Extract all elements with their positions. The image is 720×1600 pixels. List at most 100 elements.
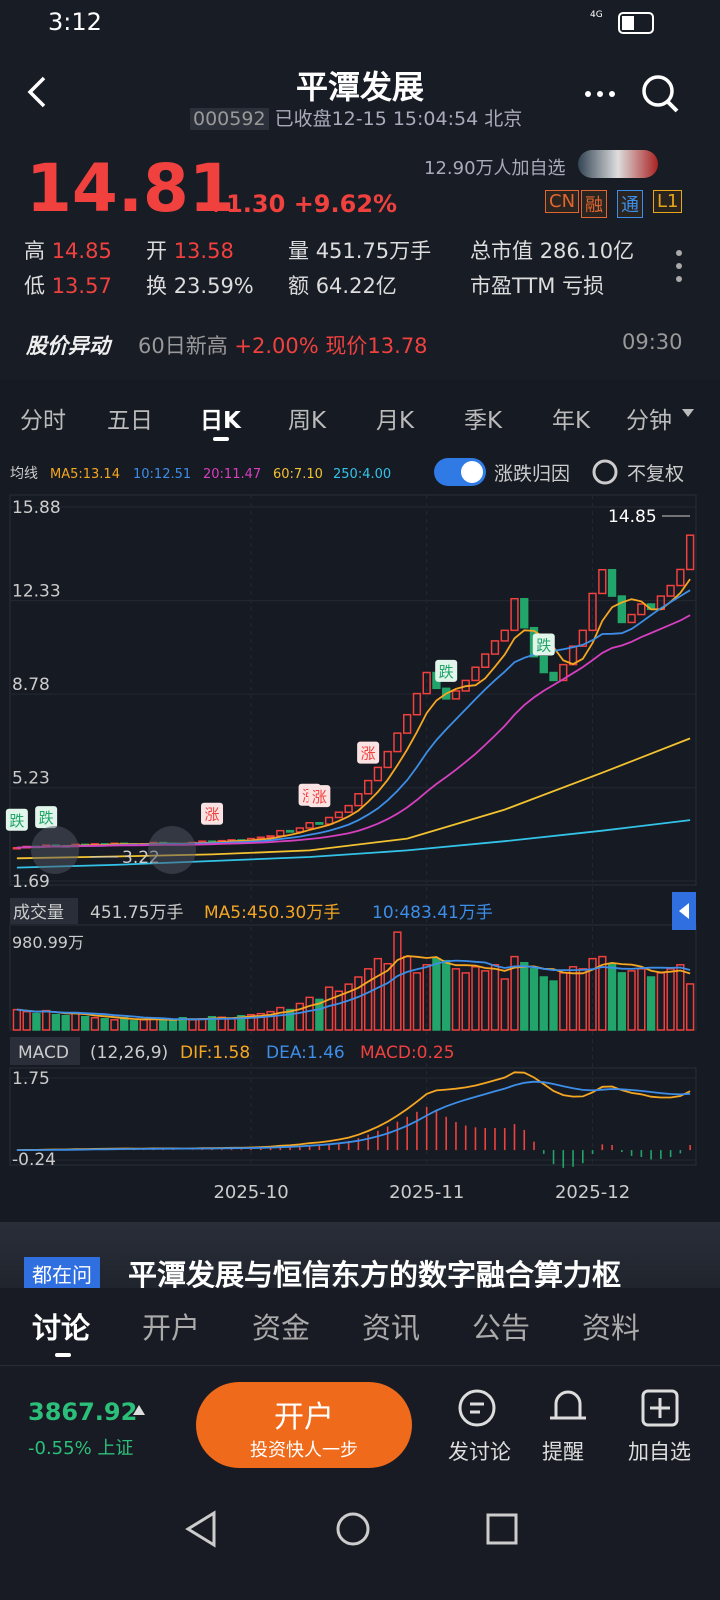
candle: [637, 603, 646, 616]
event-marker[interactable]: [357, 741, 380, 764]
back-button[interactable]: [22, 72, 52, 112]
button-label: 开户: [274, 1400, 334, 1435]
candle: [588, 592, 597, 632]
candle: [578, 629, 587, 647]
stat-label: 额: [288, 274, 309, 298]
alert-text: 60日新高: [138, 334, 228, 358]
bottom-tab[interactable]: 开户: [142, 1311, 201, 1345]
action[interactable]: 发讨论: [448, 1440, 511, 1464]
volume-bar: [432, 957, 441, 1031]
volume-bar: [666, 968, 675, 1031]
status-time: 3:12: [48, 8, 102, 36]
stat-label: 总市值: [470, 239, 533, 263]
bottom-tab[interactable]: 资料: [582, 1311, 641, 1345]
candle: [334, 811, 344, 819]
candle: [666, 584, 675, 597]
x-tick-label: 2025-12: [555, 1182, 630, 1203]
tab[interactable]: 周K: [288, 408, 327, 434]
volume-bar: [373, 957, 383, 1031]
legend-item: 250:4.00: [333, 467, 391, 482]
legend-item: 60:7.10: [273, 467, 323, 482]
candle: [354, 793, 363, 807]
macd-tick-label: 1.75: [12, 1069, 50, 1089]
alert-price: 现价13.78: [325, 334, 428, 358]
action[interactable]: 提醒: [542, 1440, 584, 1464]
action[interactable]: 加自选: [628, 1440, 691, 1464]
macd-title-bg: [10, 1037, 80, 1065]
event-marker[interactable]: [201, 802, 224, 825]
event-marker[interactable]: [532, 633, 555, 656]
period-tabs: 分时 五日 日K 周K 月K 季K 年K 分钟: [0, 395, 720, 445]
candle: [266, 835, 275, 838]
legend-item: MA5:13.14: [50, 467, 120, 482]
volume-ma5: MA5:450.30万手: [204, 903, 340, 923]
candle: [539, 655, 548, 674]
candle: [344, 804, 353, 813]
more-button[interactable]: [672, 248, 686, 284]
event-marker[interactable]: [5, 808, 28, 831]
volume-bar: [451, 968, 461, 1031]
change: +1.30: [206, 190, 286, 218]
volume-title: 成交量: [13, 903, 64, 923]
tab[interactable]: 分时: [20, 408, 66, 434]
scroll-button[interactable]: [31, 826, 79, 874]
volume-bar: [90, 1017, 100, 1031]
stat: 量 451.75万手: [288, 235, 431, 265]
event-marker[interactable]: [435, 659, 458, 682]
alert[interactable]: 60日新高 +2.00% 现价13.78: [138, 330, 428, 360]
news-tag: 都在问: [24, 1257, 100, 1290]
macd-params: (12,26,9): [90, 1043, 168, 1063]
avatars: [578, 150, 658, 178]
bottom-tabs: 讨论 开户 资金 资讯 公告 资料: [0, 1305, 720, 1357]
stat-label: 开: [146, 239, 167, 263]
volume-bar: [568, 966, 578, 1031]
bottom-tab[interactable]: 资讯: [362, 1311, 421, 1345]
price-change: +1.30 +9.62%: [206, 190, 397, 218]
volume-bar: [324, 986, 334, 1031]
tab[interactable]: 日K: [200, 408, 241, 434]
candle: [305, 822, 314, 829]
chart: 均线 MA5:13.14 10:12.51 20:11.47 60:7.10 250:4.…: [5, 458, 697, 1203]
news-bar[interactable]: [0, 1222, 720, 1288]
stat-value: 亏损: [562, 274, 605, 298]
open-account-button[interactable]: 开户 投资快人一步: [196, 1382, 412, 1468]
subtitle: 000592 已收盘12-15 15:04:54 北京: [190, 104, 522, 131]
zoom-button[interactable]: [148, 826, 196, 874]
event-marker[interactable]: [35, 806, 58, 829]
bottom-tab[interactable]: 讨论: [32, 1311, 91, 1345]
header-icons[interactable]: [580, 72, 690, 116]
volume-bar: [12, 1008, 22, 1031]
volume-bar: [178, 1017, 187, 1031]
volume-bar: [442, 959, 451, 1031]
volume-bar: [22, 1010, 31, 1031]
alert-title: 股价异动: [26, 334, 110, 358]
bottom-tab[interactable]: 公告: [472, 1311, 531, 1345]
volume-bar: [110, 1019, 119, 1031]
panel-frame: [9, 494, 697, 886]
candle: [383, 750, 392, 769]
tab[interactable]: 五日: [107, 408, 153, 434]
tab[interactable]: 月K: [376, 408, 415, 434]
stat-value: 13.58: [173, 239, 234, 263]
candle: [471, 666, 480, 682]
event-marker[interactable]: [308, 785, 331, 808]
tab[interactable]: 分钟: [626, 408, 672, 434]
volume-bar: [61, 1014, 70, 1031]
tab[interactable]: 年K: [552, 408, 591, 434]
x-tick-label: 2025-10: [213, 1182, 288, 1203]
volume-bar: [578, 968, 587, 1031]
candle: [520, 597, 529, 629]
stat: 高 14.85: [24, 235, 112, 265]
candle: [481, 653, 490, 668]
volume-bar: [471, 966, 480, 1031]
settings-icon: [592, 459, 618, 485]
bottom-tab[interactable]: 资金: [252, 1311, 311, 1345]
volume-bar: [500, 978, 509, 1031]
stat-value: 451.75万手: [315, 239, 432, 263]
tab[interactable]: 季K: [464, 408, 503, 434]
candle: [500, 629, 509, 642]
y-tick-label: 1.69: [12, 872, 50, 892]
volume-ma10: 10:483.41万手: [372, 903, 493, 923]
price: 14.81: [26, 150, 235, 227]
tag: CN: [545, 190, 580, 213]
